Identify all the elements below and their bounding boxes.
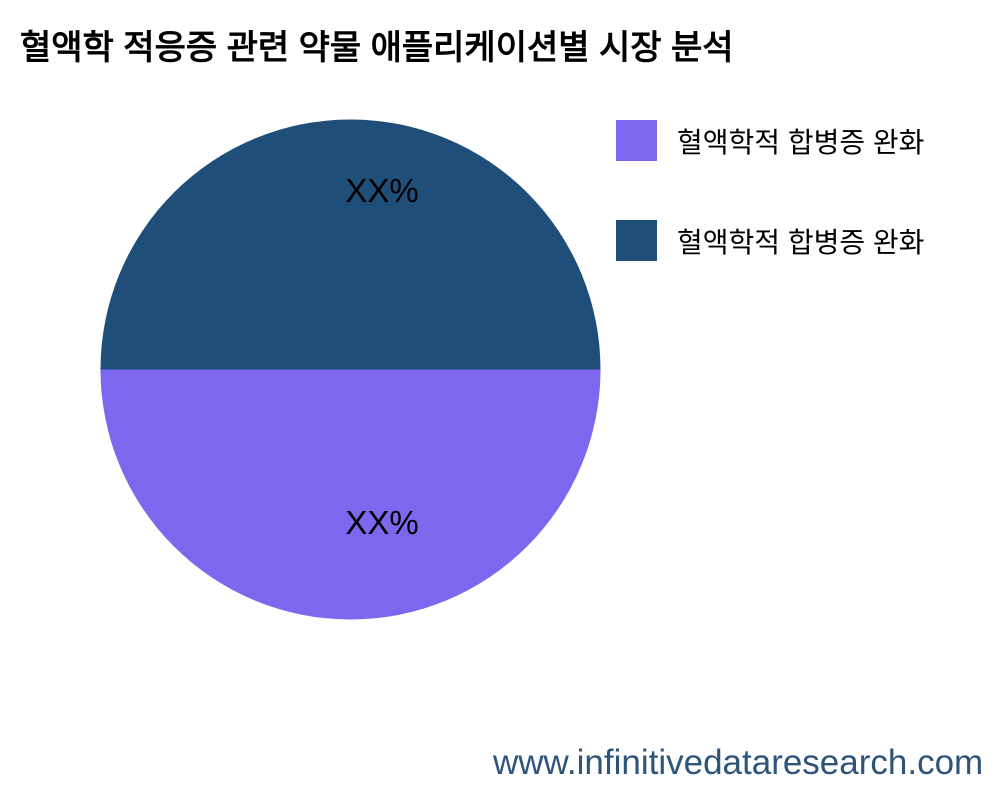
svg-text:XX%: XX% xyxy=(345,172,418,209)
svg-text:XX%: XX% xyxy=(345,504,418,541)
